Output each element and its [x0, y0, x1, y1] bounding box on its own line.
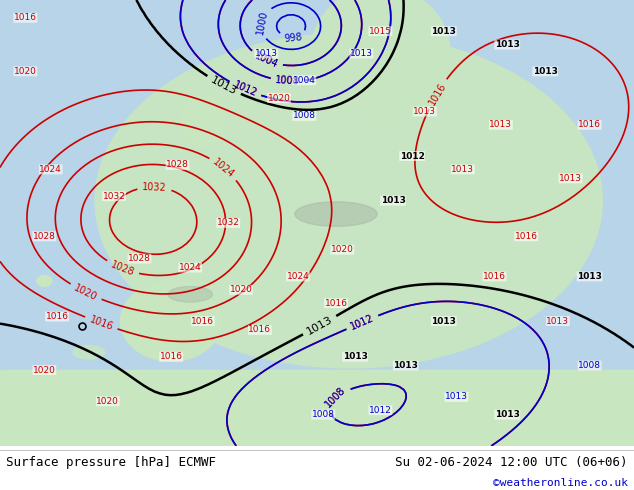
- Ellipse shape: [311, 0, 450, 121]
- Text: 1013: 1013: [431, 27, 456, 36]
- Text: 1013: 1013: [380, 196, 406, 205]
- Text: 1008: 1008: [323, 385, 348, 410]
- Text: 998: 998: [283, 32, 302, 44]
- Text: 1012: 1012: [232, 80, 259, 99]
- Text: 1020: 1020: [96, 397, 119, 406]
- Text: 1016: 1016: [14, 13, 37, 23]
- Text: 1004: 1004: [253, 50, 280, 70]
- Text: 1013: 1013: [350, 49, 373, 58]
- Text: 1008: 1008: [578, 361, 601, 370]
- Text: 1015: 1015: [369, 27, 392, 36]
- Text: 1013: 1013: [533, 67, 558, 76]
- Text: 1024: 1024: [211, 156, 236, 180]
- Text: 1028: 1028: [109, 259, 136, 278]
- Text: 1024: 1024: [179, 263, 202, 272]
- Text: 1016: 1016: [325, 299, 347, 308]
- Text: 1024: 1024: [287, 272, 309, 281]
- Text: 1012: 1012: [349, 313, 375, 332]
- Ellipse shape: [73, 345, 105, 359]
- Text: 1013: 1013: [547, 317, 569, 325]
- Ellipse shape: [120, 281, 222, 361]
- Text: 1004: 1004: [293, 76, 316, 85]
- Text: 1016: 1016: [249, 325, 271, 335]
- Text: 1008: 1008: [275, 75, 301, 87]
- Text: 1013: 1013: [495, 40, 520, 49]
- Text: 1016: 1016: [578, 121, 601, 129]
- Text: Surface pressure [hPa] ECMWF: Surface pressure [hPa] ECMWF: [6, 456, 216, 469]
- Text: 1016: 1016: [88, 314, 115, 332]
- Ellipse shape: [295, 202, 377, 226]
- Text: 1028: 1028: [33, 232, 56, 241]
- Text: 1013: 1013: [431, 317, 456, 325]
- Text: 1020: 1020: [230, 285, 252, 294]
- Text: 1012: 1012: [232, 80, 259, 99]
- Text: 1012: 1012: [399, 151, 425, 161]
- Text: 1013: 1013: [413, 107, 436, 116]
- Text: 1013: 1013: [445, 392, 468, 401]
- Text: 1013: 1013: [577, 272, 602, 281]
- Text: 1004: 1004: [253, 50, 280, 70]
- Text: 1012: 1012: [349, 313, 375, 332]
- Text: 1013: 1013: [495, 410, 520, 419]
- Text: 1013: 1013: [451, 165, 474, 174]
- Text: 1016: 1016: [515, 232, 538, 241]
- Text: 1013: 1013: [209, 74, 238, 97]
- Text: 1020: 1020: [14, 67, 37, 76]
- Text: 1016: 1016: [427, 80, 448, 107]
- Ellipse shape: [168, 287, 212, 302]
- Text: Su 02-06-2024 12:00 UTC (06+06): Su 02-06-2024 12:00 UTC (06+06): [395, 456, 628, 469]
- Text: 1020: 1020: [72, 282, 99, 302]
- Bar: [0, 370, 634, 446]
- Text: 1024: 1024: [39, 165, 62, 174]
- Text: 1016: 1016: [191, 317, 214, 325]
- Text: 1013: 1013: [342, 352, 368, 361]
- Text: 1032: 1032: [217, 219, 240, 227]
- Text: 1008: 1008: [275, 75, 301, 87]
- Text: 1020: 1020: [268, 94, 290, 102]
- Text: 1012: 1012: [369, 406, 392, 415]
- Text: 1013: 1013: [489, 121, 512, 129]
- Text: 1028: 1028: [128, 254, 151, 263]
- Text: 1008: 1008: [293, 111, 316, 121]
- Text: 1016: 1016: [483, 272, 506, 281]
- Text: 1008: 1008: [312, 410, 335, 419]
- Text: 1032: 1032: [142, 182, 167, 193]
- Text: 1020: 1020: [331, 245, 354, 254]
- Text: 1013: 1013: [559, 174, 582, 183]
- Text: 1016: 1016: [160, 352, 183, 361]
- Text: 1013: 1013: [255, 49, 278, 58]
- Text: 1000: 1000: [255, 9, 269, 35]
- Ellipse shape: [181, 94, 225, 147]
- Ellipse shape: [95, 33, 602, 368]
- Text: 1013: 1013: [393, 361, 418, 370]
- Text: 1020: 1020: [33, 366, 56, 374]
- Text: 1013: 1013: [305, 314, 334, 337]
- Text: 1028: 1028: [166, 161, 189, 170]
- Circle shape: [37, 275, 52, 286]
- Text: ©weatheronline.co.uk: ©weatheronline.co.uk: [493, 478, 628, 489]
- Text: 1008: 1008: [323, 385, 348, 410]
- Text: 1016: 1016: [46, 312, 68, 321]
- Text: 1032: 1032: [103, 192, 126, 201]
